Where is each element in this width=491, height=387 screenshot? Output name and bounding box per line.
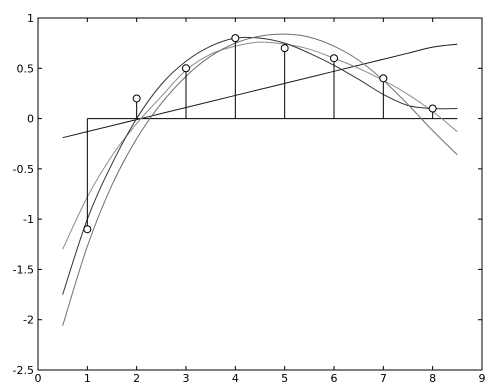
x-tick-label: 5 (281, 372, 288, 385)
y-tick-label: -2 (23, 314, 34, 327)
x-tick-label: 7 (380, 372, 387, 385)
stem-marker (231, 34, 240, 43)
fit-curve-4 (62, 33, 458, 326)
x-tick-label: 6 (331, 372, 338, 385)
stem-marker (379, 74, 388, 83)
y-tick-label: -0.5 (13, 163, 34, 176)
stem-marker (280, 44, 289, 53)
stem-marker (132, 94, 141, 103)
x-tick-label: 9 (479, 372, 486, 385)
y-tick-label: 0.5 (17, 62, 35, 75)
x-tick-label: 2 (133, 372, 140, 385)
y-tick-label: 1 (27, 12, 34, 25)
x-axis: 0 1 2 3 4 5 6 7 8 9 (35, 18, 486, 385)
stem-marker (182, 64, 190, 73)
y-tick-label: -1 (23, 213, 34, 226)
y-tick-label: -2.5 (13, 364, 34, 377)
fit-curve-2 (62, 41, 458, 250)
stem-series (83, 34, 437, 234)
stem-marker (428, 104, 437, 113)
fit-curve-3 (62, 36, 458, 295)
fit-curve-1 (62, 43, 458, 139)
x-tick-label: 1 (84, 372, 91, 385)
x-tick-label: 3 (183, 372, 190, 385)
x-tick-label: 8 (429, 372, 436, 385)
stem-marker (83, 225, 92, 234)
x-tick-label: 0 (35, 372, 42, 385)
x-tick-label: 4 (232, 372, 239, 385)
y-tick-label: 0 (27, 113, 34, 126)
y-tick-label: -1.5 (13, 263, 34, 276)
stem-marker (330, 54, 338, 63)
plot-area (37, 17, 483, 371)
y-axis: 1 0.5 0 -0.5 -1 -1.5 -2 -2.5 (13, 12, 482, 377)
fitted-curves (62, 33, 458, 326)
